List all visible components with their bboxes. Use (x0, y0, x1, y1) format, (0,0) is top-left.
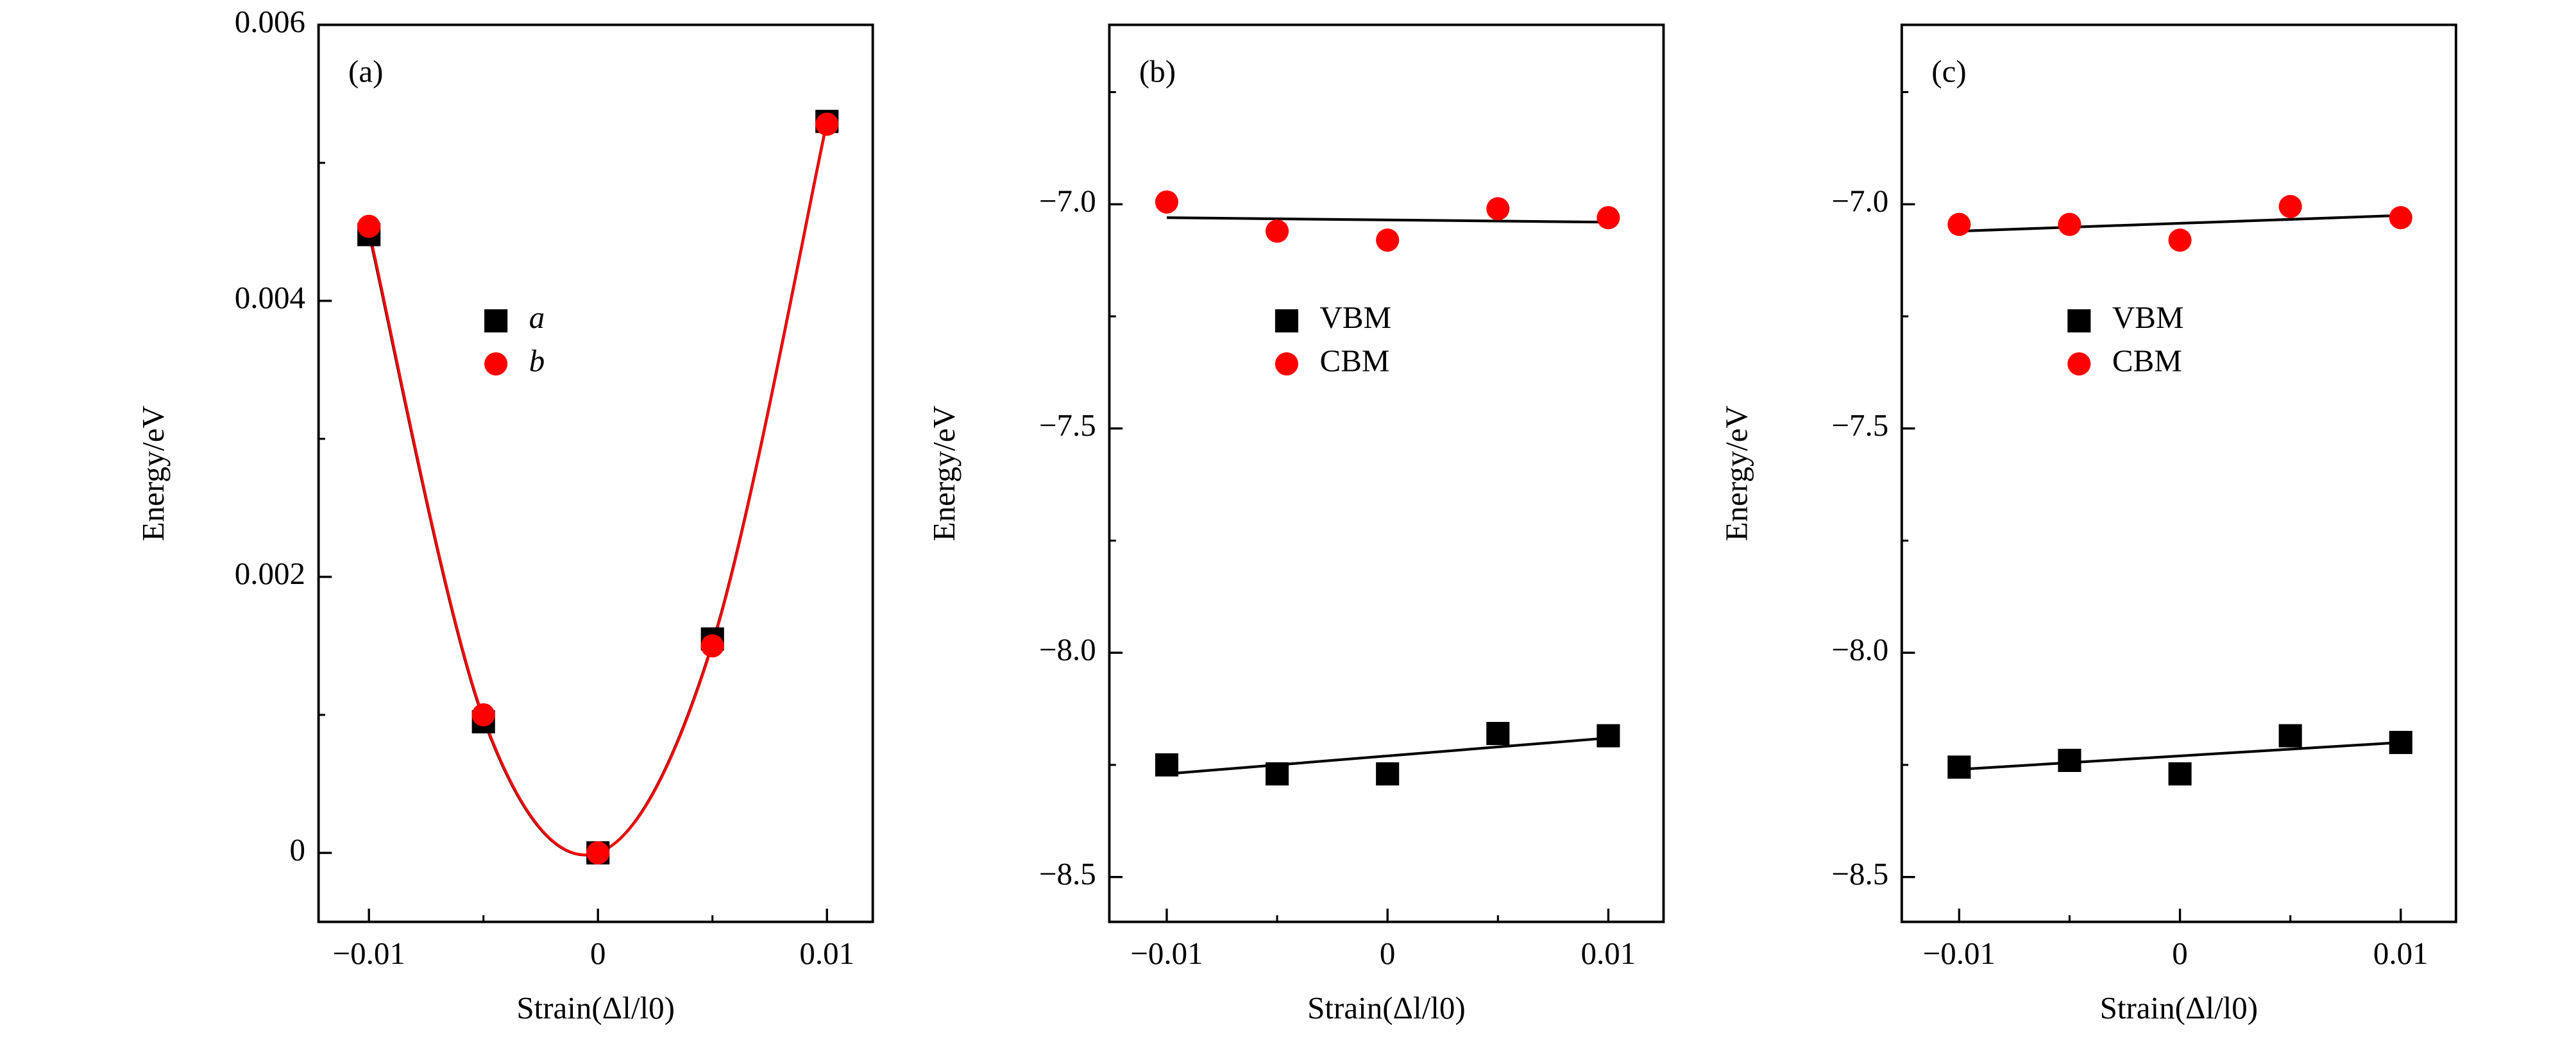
legend-label: VBM (1320, 300, 1392, 335)
data-point (2389, 206, 2412, 230)
fit-line (1959, 741, 2401, 771)
y-tick-label: −7.0 (1831, 184, 1888, 219)
data-point (2389, 730, 2412, 755)
data-point (1155, 190, 1179, 214)
y-tick-label: −8.0 (1831, 631, 1888, 667)
data-point (2058, 748, 2081, 773)
legend-marker (2067, 352, 2091, 376)
panel-label: (c) (1931, 53, 1966, 89)
fit-line (1166, 736, 1609, 775)
y-tick-label: 0.004 (235, 280, 305, 315)
fit-line (1166, 216, 1609, 224)
x-tick-label: 0.01 (2373, 936, 2428, 971)
x-tick-label: −0.01 (1130, 936, 1203, 971)
data-point (586, 841, 610, 865)
panel-label: (a) (348, 53, 383, 89)
x-tick-label: 0 (2172, 936, 2188, 971)
y-tick-label: −8.0 (1039, 631, 1096, 667)
y-axis-label: Energy/eV (926, 406, 962, 541)
legend-label: CBM (2112, 343, 2182, 378)
x-axis-label: Strain(Δl/l0) (516, 990, 675, 1025)
legend-marker (1275, 352, 1298, 376)
data-point (1947, 755, 1971, 779)
x-tick-label: −0.01 (1923, 936, 1996, 971)
data-point (1486, 721, 1510, 746)
data-point (1266, 762, 1289, 785)
y-tick-label: −8.5 (1039, 856, 1096, 891)
x-tick-label: 0 (1380, 936, 1396, 971)
y-tick-label: 0 (290, 832, 306, 867)
x-tick-label: 0.01 (799, 936, 854, 971)
y-axis-label: Energy/eV (1718, 406, 1754, 541)
y-tick-label: −7.5 (1039, 407, 1096, 443)
data-point (815, 112, 839, 136)
panel-label: (b) (1139, 53, 1176, 89)
data-point (2168, 228, 2192, 252)
plot-frame (1900, 23, 2457, 923)
data-point (2278, 724, 2302, 748)
data-point (1597, 724, 1620, 748)
data-point (1266, 219, 1289, 243)
y-tick-label: 0.002 (235, 556, 305, 591)
data-point (1486, 197, 1510, 221)
x-tick-label: −0.01 (332, 936, 405, 971)
legend-marker (2067, 309, 2091, 333)
legend-label: CBM (1320, 343, 1390, 378)
data-point (1376, 228, 1400, 252)
data-point (1376, 762, 1400, 785)
legend-marker (1275, 309, 1298, 333)
legend-label: VBM (2112, 300, 2184, 335)
data-point (700, 634, 724, 658)
x-tick-label: 0 (590, 936, 606, 971)
legend-marker (484, 309, 508, 333)
plot-frame (317, 23, 874, 923)
x-tick-label: 0.01 (1581, 936, 1636, 971)
data-point (1947, 212, 1971, 236)
plot-frame (1108, 23, 1665, 923)
data-point (1597, 206, 1620, 230)
x-axis-label: Strain(Δl/l0) (2100, 990, 2258, 1025)
y-tick-label: 0.006 (235, 4, 305, 39)
data-point (357, 214, 381, 238)
data-point (471, 703, 495, 727)
legend-marker (484, 352, 508, 376)
data-point (2278, 194, 2302, 218)
y-axis-label: Energy/eV (135, 406, 171, 541)
fit-line (368, 122, 829, 857)
data-point (2168, 762, 2192, 785)
data-point (2058, 212, 2081, 236)
fit-line (1959, 214, 2401, 233)
y-tick-label: −7.0 (1039, 184, 1096, 219)
data-point (1155, 753, 1179, 776)
y-tick-label: −7.5 (1831, 407, 1888, 443)
fit-line (368, 121, 829, 857)
x-axis-label: Strain(Δl/l0) (1307, 990, 1466, 1025)
legend-label: b (529, 343, 545, 378)
legend-label: a (529, 300, 545, 335)
y-tick-label: −8.5 (1831, 856, 1888, 891)
